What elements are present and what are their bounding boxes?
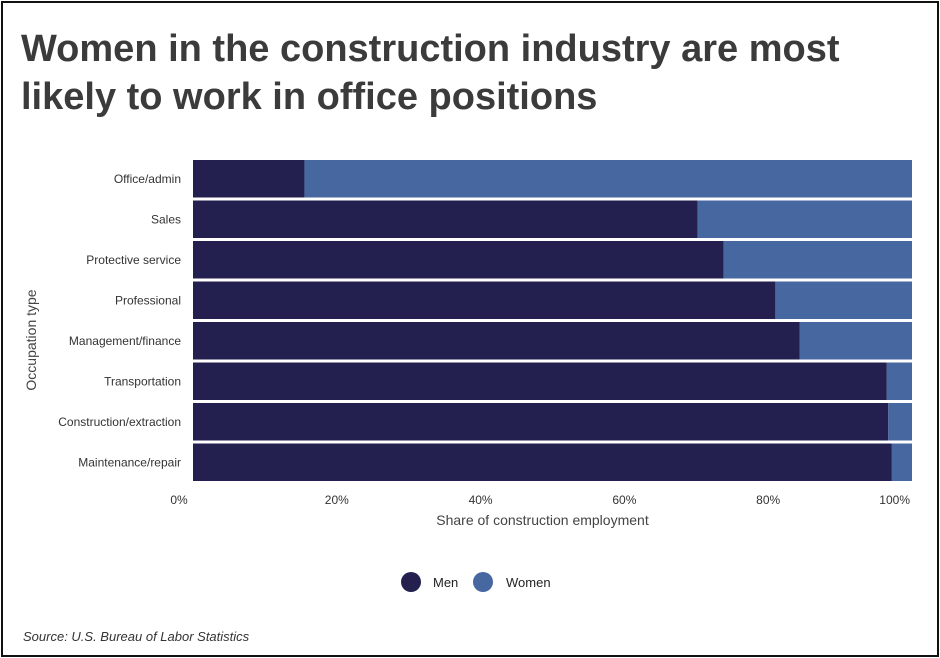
bar-women-1 (304, 160, 912, 198)
chart-title: Women in the construction industry are m… (21, 28, 840, 118)
stacked-bar-chart: Office/admin Sales Protective service Profe… (23, 160, 912, 592)
category-label: Maintenance/repair (78, 455, 181, 469)
bar-men-8 (193, 443, 892, 481)
bar-men-6 (193, 362, 887, 400)
bar-women-2 (697, 200, 912, 238)
bar-men-4 (193, 281, 776, 319)
x-tick-label: 40% (469, 493, 493, 507)
bar-women-8 (891, 443, 912, 481)
x-tick-label: 100% (879, 493, 910, 507)
bar-women-4 (775, 281, 912, 319)
legend-label-women: Women (506, 575, 551, 590)
bar-men-3 (193, 241, 724, 279)
legend-swatch-men (401, 572, 421, 592)
bar-women-7 (888, 403, 912, 441)
bar-men-7 (193, 403, 889, 441)
bar-men-5 (193, 322, 800, 360)
category-label: Professional (115, 293, 181, 307)
bar-women-6 (886, 362, 912, 400)
x-tick-label: 0% (170, 493, 188, 507)
x-tick-label: 80% (756, 493, 780, 507)
legend-label-men: Men (433, 575, 458, 590)
x-tick-label: 20% (325, 493, 349, 507)
source-note: Source: U.S. Bureau of Labor Statistics (23, 629, 250, 644)
x-axis-title: Share of construction employment (436, 512, 649, 528)
bar-women-5 (799, 322, 912, 360)
category-label: Construction/extraction (58, 415, 181, 429)
category-label: Office/admin (114, 172, 181, 186)
category-label: Transportation (104, 374, 181, 388)
category-label: Sales (151, 212, 181, 226)
x-tick-label: 60% (612, 493, 636, 507)
legend-swatch-women (473, 572, 493, 592)
bar-women-3 (723, 241, 912, 279)
category-label: Protective service (86, 253, 181, 267)
bar-men-2 (193, 200, 698, 238)
y-axis-title: Occupation type (23, 289, 39, 390)
category-label: Management/finance (69, 334, 181, 348)
bar-men-1 (193, 160, 305, 198)
